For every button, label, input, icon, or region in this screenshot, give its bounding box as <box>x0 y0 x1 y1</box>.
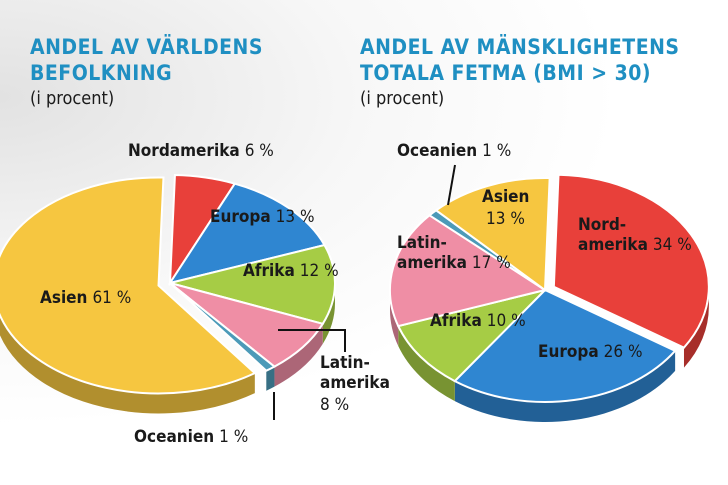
slice-value: 6 % <box>245 141 274 161</box>
slice-name-line: Europa <box>538 342 599 362</box>
chart-1-title-line-1: ANDEL AV VÄRLDENS <box>30 35 263 59</box>
chart-2-subtitle: (i procent) <box>360 88 445 109</box>
slice-name-line: Latin- <box>320 353 370 373</box>
slice-name-line: Afrika <box>430 311 482 331</box>
slice-label-nordamerika: Nord-amerika 34 % <box>578 215 692 255</box>
slice-side-asien <box>0 315 255 414</box>
slice-label-oceanien: Oceanien 1 % <box>397 141 511 161</box>
pie-1-slices <box>0 174 336 395</box>
slice-name-line: Nordamerika <box>128 141 240 161</box>
slice-label-europa: Europa 26 % <box>538 342 643 362</box>
slice-name-line: Oceanien <box>134 427 214 447</box>
slice-name-line: amerika <box>320 373 390 393</box>
chart-1-title-line-2: BEFOLKNING <box>30 61 173 85</box>
pie-2-slices <box>389 173 710 403</box>
pie-2-labels: Nord-amerika 34 %Europa 26 %Afrika 10 %Lati… <box>397 141 692 362</box>
slice-value: 13 % <box>486 209 525 229</box>
slice-europa <box>167 182 327 285</box>
slice-name-line: Asien <box>40 288 87 308</box>
slice-label-europa: Europa 13 % <box>210 207 315 227</box>
chart-1-title: ANDEL AV VÄRLDENS BEFOLKNING <box>30 34 263 86</box>
leader-line-latinamerika <box>278 329 346 352</box>
slice-nordamerika <box>552 173 710 349</box>
slice-name-line: amerika <box>397 253 467 273</box>
slice-name-line: Latin- <box>397 233 447 253</box>
slice-name-line: Asien <box>482 187 529 207</box>
slice-value: 1 % <box>482 141 511 161</box>
slice-value: 17 % <box>472 253 511 273</box>
slice-asien <box>434 177 551 292</box>
slice-name-line: Oceanien <box>397 141 477 161</box>
slice-value: 12 % <box>300 261 339 281</box>
slice-label-afrika: Afrika 10 % <box>430 311 526 331</box>
slice-name-line: amerika <box>578 235 648 255</box>
slice-label-latinamerika: Latin-amerika 8 % <box>320 353 390 415</box>
slice-value: 61 % <box>92 288 131 308</box>
slice-afrika <box>396 288 549 383</box>
slice-value: 13 % <box>276 207 315 227</box>
pie-chart-1: Nordamerika 6 % Europa 13 % Afrika 12 % Latin-… <box>0 141 390 447</box>
slice-name-line: Nord- <box>578 215 626 235</box>
slice-value: 8 % <box>320 395 349 415</box>
slice-side-oceanien <box>266 366 275 391</box>
slice-value: 26 % <box>604 342 643 362</box>
pie-1-labels: Nordamerika 6 % Europa 13 % Afrika 12 % Latin-… <box>40 141 390 447</box>
chart-1-subtitle: (i procent) <box>30 88 115 109</box>
chart-2-title-line-1: ANDEL AV MÄNSKLIGHETENS <box>360 35 680 59</box>
slice-value: 34 % <box>653 235 692 255</box>
slice-oceanien <box>169 282 277 372</box>
slice-label-nordamerika: Nordamerika 6 % <box>128 141 274 161</box>
leader-line-oceanien <box>447 164 456 206</box>
slice-asien <box>0 176 257 395</box>
slice-latinamerika <box>389 214 548 328</box>
chart-2-title: ANDEL AV MÄNSKLIGHETENS TOTALA FETMA (BM… <box>360 34 680 86</box>
slice-label-asien: Asien 13 % <box>482 187 529 229</box>
slice-europa <box>453 288 677 403</box>
chart-2-title-line-2: TOTALA FETMA (BMI > 30) <box>360 61 652 85</box>
slice-afrika <box>169 243 336 325</box>
slice-label-asien: Asien 61 % <box>40 288 131 308</box>
slice-side-nordamerika <box>683 286 709 368</box>
slice-name-line: Afrika <box>243 261 295 281</box>
slice-value: 10 % <box>487 311 526 331</box>
slice-label-afrika: Afrika 12 % <box>243 261 339 281</box>
slice-label-latinamerika: Latin-amerika 17 % <box>397 233 511 273</box>
pie-chart-2: Nord-amerika 34 %Europa 26 %Afrika 10 %Lati… <box>389 141 710 423</box>
slice-name-line: Europa <box>210 207 271 227</box>
slice-side-europa <box>454 350 676 423</box>
slice-value: 1 % <box>219 427 248 447</box>
slice-label-oceanien: Oceanien 1 % <box>134 427 248 447</box>
